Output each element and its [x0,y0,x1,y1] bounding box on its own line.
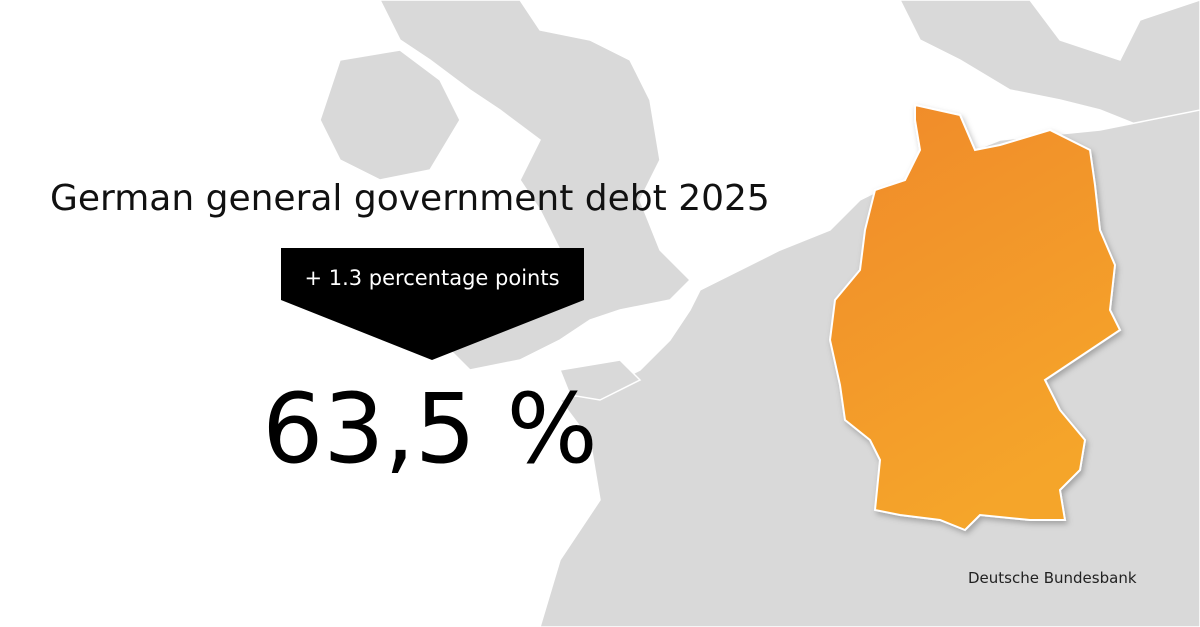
debt-value: 63,5 % [262,373,597,485]
germany-map [828,103,1122,532]
change-banner [281,248,584,360]
title: German general government debt 2025 [50,178,770,219]
change-label: + 1.3 percentage points [304,266,559,290]
source: Deutsche Bundesbank [968,569,1137,587]
